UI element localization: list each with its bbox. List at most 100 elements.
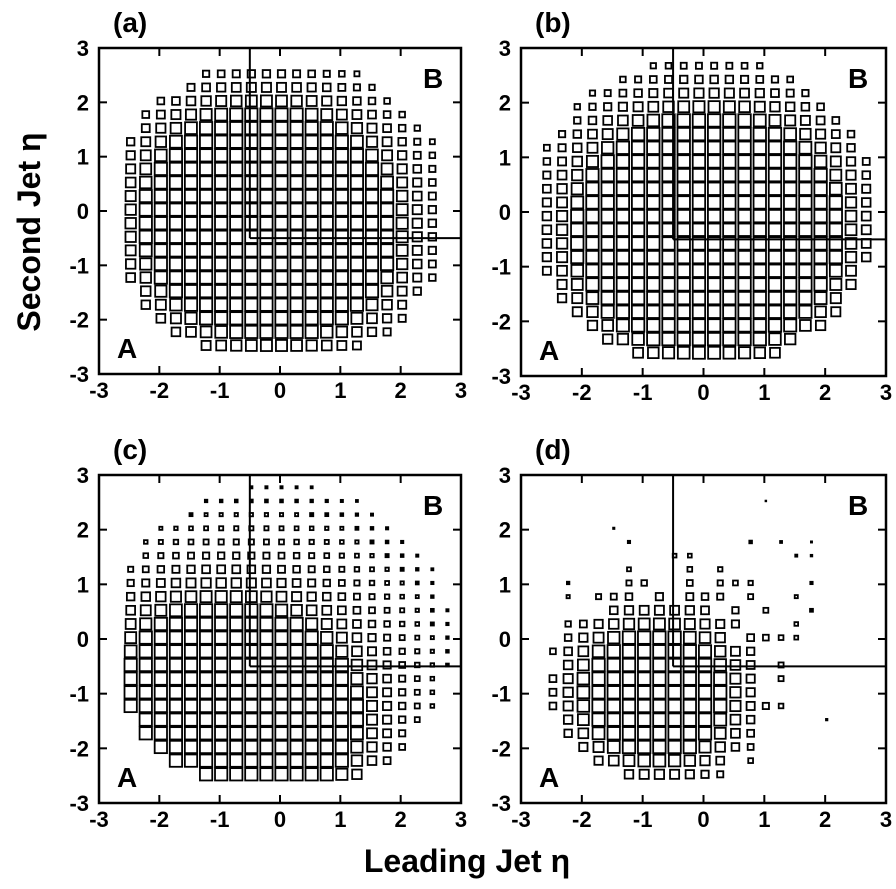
bin-marker: [576, 671, 591, 686]
bin-marker: [214, 739, 229, 755]
bin-marker: [214, 590, 228, 604]
bin-marker: [140, 299, 151, 310]
bin-marker: [398, 688, 407, 697]
bin-marker: [322, 591, 332, 602]
bin-marker: [566, 580, 571, 586]
bin-marker: [652, 685, 667, 700]
y-tick-label: 2: [77, 518, 89, 543]
bin-marker: [755, 75, 765, 84]
bin-marker: [794, 553, 799, 558]
bin-marker: [274, 270, 289, 285]
bin-marker: [722, 249, 737, 265]
bin-marker: [630, 140, 646, 155]
bin-marker: [752, 222, 767, 237]
bin-marker: [664, 74, 674, 84]
bin-marker: [249, 498, 254, 504]
bin-marker: [199, 590, 213, 604]
bin-marker: [278, 525, 285, 532]
bin-marker: [676, 304, 691, 319]
bin-marker: [576, 699, 591, 713]
bin-marker: [399, 593, 405, 600]
bin-marker: [637, 739, 652, 755]
bin-marker: [308, 525, 315, 532]
bin-marker: [199, 698, 214, 714]
bin-marker: [707, 290, 722, 306]
bin-marker: [245, 81, 257, 93]
bin-marker: [214, 644, 229, 659]
bin-marker: [617, 114, 629, 127]
bin-marker: [783, 195, 798, 210]
bin-marker: [600, 277, 615, 292]
bin-marker: [214, 202, 229, 217]
bin-marker: [542, 170, 552, 180]
bin-marker: [229, 107, 244, 122]
bin-marker: [713, 698, 728, 714]
bin-marker: [369, 553, 375, 559]
bin-marker: [844, 223, 858, 237]
bin-marker: [259, 630, 274, 645]
bin-marker: [184, 590, 198, 603]
bin-marker: [767, 318, 783, 333]
bin-marker: [353, 566, 361, 573]
bin-marker: [380, 270, 394, 285]
bin-marker: [264, 498, 269, 504]
bin-marker: [697, 712, 713, 727]
bin-marker: [714, 645, 727, 658]
bin-marker: [214, 229, 229, 244]
bin-marker: [349, 216, 364, 231]
bin-marker: [168, 148, 183, 163]
bin-marker: [183, 753, 199, 768]
bin-marker: [729, 686, 742, 699]
bin-marker: [813, 249, 828, 265]
bin-marker: [183, 270, 199, 285]
bin-marker: [349, 229, 364, 244]
bin-marker: [384, 553, 390, 559]
bin-marker: [334, 671, 349, 686]
bin-marker: [411, 204, 423, 216]
bin-marker: [304, 753, 319, 768]
bin-marker: [396, 271, 409, 284]
bin-marker: [199, 229, 214, 244]
bin-marker: [414, 648, 421, 655]
bin-marker: [168, 739, 183, 755]
bin-marker: [649, 62, 657, 70]
bin-marker: [336, 340, 348, 351]
bin-marker: [714, 741, 726, 753]
bin-marker: [200, 95, 212, 107]
bin-marker: [366, 122, 378, 134]
bin-marker: [199, 712, 214, 727]
bin-marker: [682, 739, 697, 755]
bin-marker: [713, 726, 727, 740]
bin-marker: [247, 551, 256, 560]
bin-marker: [691, 154, 707, 169]
y-tick-label: 3: [77, 463, 89, 488]
bin-marker: [737, 167, 752, 183]
bin-marker: [738, 100, 751, 114]
bin-marker: [289, 229, 304, 244]
bin-marker: [606, 657, 621, 673]
bin-marker: [707, 100, 721, 114]
bin-marker: [214, 671, 229, 686]
bin-marker: [199, 256, 214, 272]
bin-marker: [199, 311, 214, 326]
bin-marker: [798, 290, 813, 306]
bin-marker: [351, 632, 363, 643]
bin-marker: [737, 304, 752, 319]
bin-marker: [125, 272, 136, 283]
bin-marker: [793, 634, 800, 641]
bin-marker: [395, 189, 409, 203]
bin-marker: [289, 243, 304, 258]
bin-marker: [334, 297, 349, 312]
bin-marker: [139, 149, 152, 162]
bin-marker: [737, 181, 752, 196]
bin-marker: [351, 768, 363, 780]
bin-marker: [713, 671, 728, 686]
bin-marker: [304, 107, 319, 122]
bin-marker: [762, 633, 770, 642]
bin-marker: [214, 216, 229, 231]
bin-marker: [229, 644, 244, 659]
bin-marker: [707, 222, 722, 237]
bin-marker: [691, 222, 707, 237]
bin-marker: [621, 712, 637, 727]
bin-marker: [396, 176, 409, 189]
